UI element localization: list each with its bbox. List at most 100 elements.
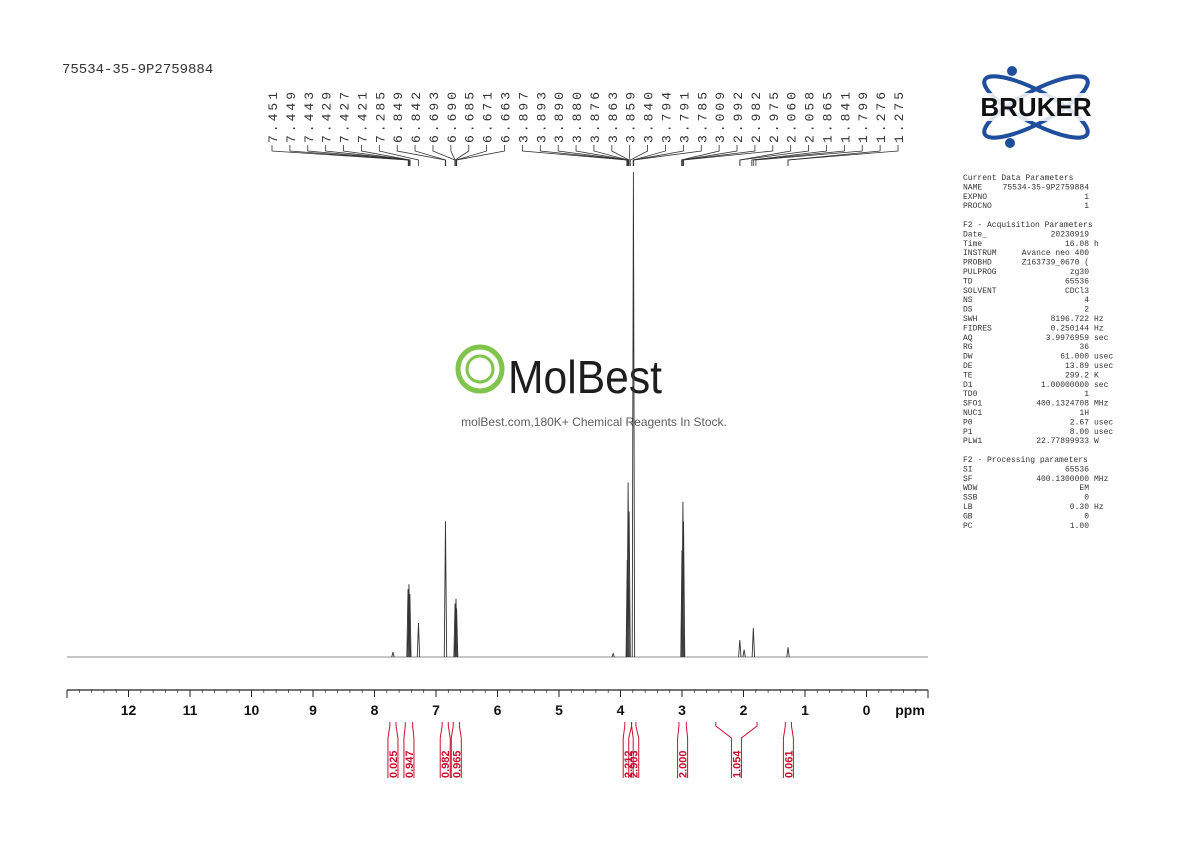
logo-text: BRUKER bbox=[980, 92, 1091, 122]
watermark-brand: MolBest bbox=[508, 351, 662, 403]
peak-label: 3.863 bbox=[606, 89, 621, 143]
peak-connector bbox=[454, 145, 470, 166]
integral-label: 1.054 bbox=[731, 750, 743, 778]
sample-id: 75534-35-9P2759884 bbox=[62, 62, 213, 78]
peak-label: 6.663 bbox=[499, 89, 514, 143]
param-name: PROBHD bbox=[963, 259, 992, 268]
param-name: P0 bbox=[963, 418, 973, 427]
peak-connector bbox=[307, 145, 410, 166]
param-unit: usec bbox=[1094, 418, 1113, 427]
param-section-title: F2 - Processing parameters bbox=[963, 456, 1088, 465]
x-tick-label: 7 bbox=[432, 702, 440, 718]
param-name: PLW1 bbox=[963, 437, 982, 446]
param-value: 1H bbox=[1079, 409, 1089, 418]
integral-label: 2.000 bbox=[678, 750, 690, 778]
peak-label: 3.859 bbox=[624, 89, 639, 143]
peak-connector bbox=[396, 145, 446, 166]
peak-label: 1.276 bbox=[874, 89, 889, 143]
peak-label: 1.841 bbox=[838, 89, 853, 143]
param-name: INSTRUM bbox=[963, 249, 997, 258]
param-name: WDW bbox=[963, 484, 978, 493]
peak bbox=[416, 623, 421, 658]
peak-connector bbox=[378, 145, 419, 166]
peak-label: 7.421 bbox=[355, 89, 370, 143]
x-tick-label: 10 bbox=[244, 702, 260, 718]
param-value: 299.2 bbox=[1065, 371, 1089, 380]
param-value: 400.1324708 bbox=[1036, 400, 1089, 409]
param-name: DW bbox=[963, 353, 973, 362]
x-tick-label: 3 bbox=[678, 702, 686, 718]
integral-bracket bbox=[715, 722, 758, 778]
x-tick-label: 11 bbox=[183, 702, 198, 718]
param-value: 13.89 bbox=[1065, 362, 1089, 371]
param-value: 3.9976959 bbox=[1046, 334, 1089, 343]
param-name: D1 bbox=[963, 381, 973, 390]
param-name: NS bbox=[963, 296, 973, 305]
x-tick-label: 0 bbox=[863, 702, 871, 718]
peak-label: 7.451 bbox=[266, 89, 281, 143]
param-name: SFO1 bbox=[963, 400, 982, 409]
param-name: LB bbox=[963, 503, 973, 512]
integral-bracket bbox=[782, 722, 794, 778]
x-tick-label: 8 bbox=[371, 702, 379, 718]
peak-label: 3.791 bbox=[677, 89, 692, 143]
param-name: AQ bbox=[963, 334, 973, 343]
param-unit: Hz bbox=[1094, 503, 1104, 512]
param-section-title: F2 - Acquisition Parameters bbox=[963, 221, 1093, 230]
x-tick-label: 4 bbox=[617, 702, 625, 718]
param-name: PC bbox=[963, 522, 973, 531]
param-name: NUC1 bbox=[963, 409, 982, 418]
peak-connector bbox=[682, 145, 738, 166]
peak-connector bbox=[683, 145, 774, 166]
peak-label: 2.058 bbox=[803, 89, 818, 143]
param-name: TD bbox=[963, 277, 973, 286]
peak-connector bbox=[739, 145, 792, 166]
param-value: 0 bbox=[1084, 494, 1089, 503]
param-name: TD0 bbox=[963, 390, 978, 399]
param-unit: Hz bbox=[1094, 315, 1104, 324]
x-tick-label: 1 bbox=[801, 702, 809, 718]
param-name: GB bbox=[963, 512, 973, 521]
peak-label: 6.690 bbox=[445, 89, 460, 143]
peak-label: 6.849 bbox=[391, 89, 406, 143]
param-unit: sec bbox=[1094, 381, 1109, 390]
peak bbox=[681, 501, 685, 658]
param-section-title: Current Data Parameters bbox=[963, 174, 1074, 183]
peak-connector bbox=[681, 145, 720, 166]
param-value: 1 bbox=[1084, 193, 1089, 202]
param-value: 0.30 bbox=[1070, 503, 1089, 512]
peak-label: 6.685 bbox=[463, 89, 478, 143]
peak-label: 3.897 bbox=[516, 89, 531, 143]
peak-label: 2.060 bbox=[785, 89, 800, 143]
peak-label: 7.429 bbox=[320, 89, 335, 143]
integral-label: 0.965 bbox=[451, 750, 463, 778]
param-name: PROCNO bbox=[963, 202, 992, 211]
peak-connector bbox=[414, 145, 447, 166]
integral-bracket bbox=[677, 722, 689, 778]
param-value: 8.00 bbox=[1070, 428, 1089, 437]
peak-connector bbox=[629, 145, 648, 166]
x-tick-label: 12 bbox=[121, 702, 137, 718]
param-name: Time bbox=[963, 240, 982, 249]
peak-label: 7.443 bbox=[302, 89, 317, 143]
param-value: EM bbox=[1079, 484, 1089, 493]
integral-label: 0.025 bbox=[388, 750, 400, 778]
peak-connector bbox=[539, 145, 628, 166]
x-tick-label: 2 bbox=[740, 702, 748, 718]
param-value: 1.00000000 bbox=[1041, 381, 1089, 390]
peak-label: 2.975 bbox=[767, 89, 782, 143]
peak-connector bbox=[628, 145, 631, 166]
param-name: FIDRES bbox=[963, 324, 992, 333]
param-unit: K bbox=[1094, 371, 1099, 380]
x-tick-label: 9 bbox=[309, 702, 317, 718]
peak bbox=[627, 511, 631, 658]
param-value: 36 bbox=[1079, 343, 1089, 352]
peak-label: 1.799 bbox=[856, 89, 871, 143]
param-value: Z163739_0670 ( bbox=[1022, 259, 1089, 268]
peak bbox=[391, 652, 395, 658]
param-name: SSB bbox=[963, 494, 978, 503]
param-value: zg30 bbox=[1070, 268, 1089, 277]
peak-label: 1.865 bbox=[820, 89, 835, 143]
peak-label: 7.427 bbox=[338, 89, 353, 143]
